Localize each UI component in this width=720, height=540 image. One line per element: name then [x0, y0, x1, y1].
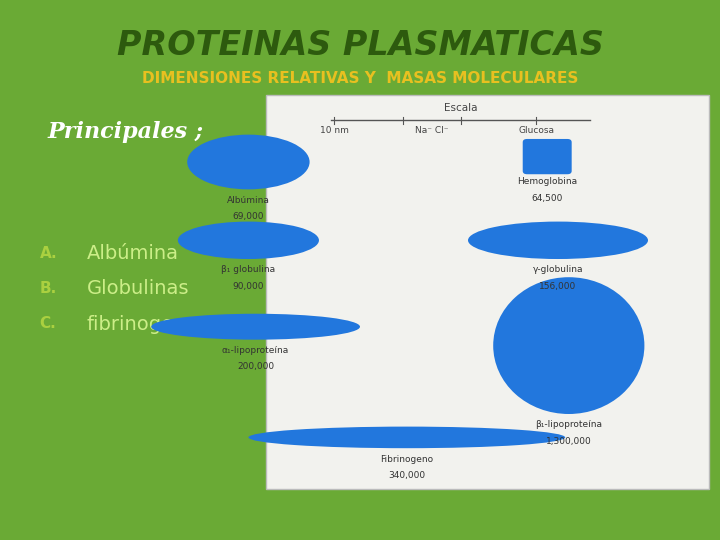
Text: Albúmina: Albúmina — [227, 196, 270, 205]
Text: B.: B. — [40, 281, 57, 296]
Ellipse shape — [178, 221, 319, 259]
Text: β₁-lipoproteína: β₁-lipoproteína — [535, 421, 603, 429]
Text: Na⁻ Cl⁻: Na⁻ Cl⁻ — [415, 126, 449, 136]
Ellipse shape — [493, 277, 644, 414]
Text: fibrinogeno: fibrinogeno — [86, 314, 198, 334]
Text: 64,500: 64,500 — [531, 194, 563, 202]
Text: α₁-lipoproteína: α₁-lipoproteína — [222, 346, 289, 355]
Text: 200,000: 200,000 — [237, 362, 274, 372]
Text: PROTEINAS PLASMATICAS: PROTEINAS PLASMATICAS — [117, 29, 603, 63]
Text: A.: A. — [40, 246, 57, 261]
Text: Escala: Escala — [444, 103, 477, 113]
Text: Principales ;: Principales ; — [48, 122, 204, 143]
Text: γ-globulina: γ-globulina — [533, 266, 583, 274]
Ellipse shape — [187, 134, 310, 190]
Text: 90,000: 90,000 — [233, 282, 264, 291]
FancyBboxPatch shape — [523, 139, 572, 174]
Text: 69,000: 69,000 — [233, 212, 264, 221]
Text: 10 nm: 10 nm — [320, 126, 348, 136]
Bar — [266, 94, 709, 489]
Text: β₁ globulina: β₁ globulina — [221, 266, 276, 274]
Text: Albúmina: Albúmina — [86, 244, 179, 264]
Text: C.: C. — [40, 316, 56, 332]
Text: Globulinas: Globulinas — [86, 279, 189, 299]
Text: 1,300,000: 1,300,000 — [546, 437, 592, 445]
Text: 340,000: 340,000 — [388, 471, 426, 480]
Text: DIMENSIONES RELATIVAS Y  MASAS MOLECULARES: DIMENSIONES RELATIVAS Y MASAS MOLECULARE… — [142, 71, 578, 86]
Text: Glucosa: Glucosa — [518, 126, 554, 136]
Text: Fibrinogeno: Fibrinogeno — [380, 455, 433, 464]
Ellipse shape — [151, 314, 360, 340]
Text: Hemoglobina: Hemoglobina — [517, 178, 577, 186]
Ellipse shape — [468, 221, 648, 259]
Ellipse shape — [248, 427, 565, 448]
Text: 156,000: 156,000 — [539, 282, 577, 291]
